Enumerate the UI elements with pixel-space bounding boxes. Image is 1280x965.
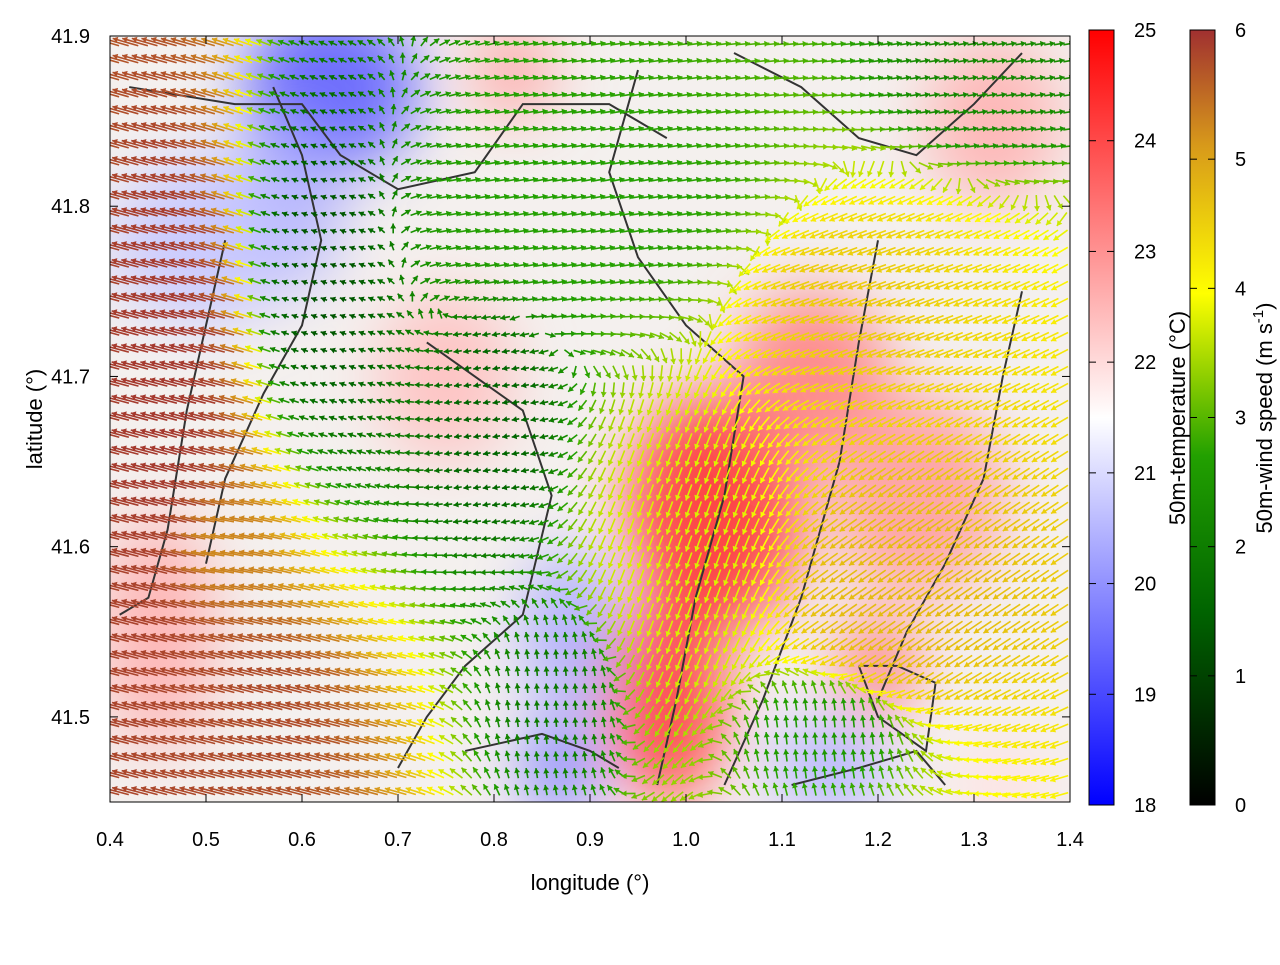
wind-arrow-head: [102, 718, 108, 724]
wind-arrow-head: [93, 531, 99, 537]
temperature-blob: [110, 155, 302, 325]
wind-arrow-head: [102, 650, 108, 656]
wind-arrow-head: [93, 105, 99, 111]
wind-arrow-head: [93, 309, 99, 315]
wind-arrow-head: [102, 445, 108, 451]
wind-arrow-head: [93, 394, 99, 400]
wind-arrow-head: [102, 428, 108, 434]
wind-arrow-head: [103, 54, 109, 60]
wind-arrow-head: [93, 463, 99, 469]
wind-arrow-head: [93, 122, 99, 128]
wind-arrow-head: [93, 258, 99, 264]
wind-arrow-head: [102, 769, 108, 775]
wind-arrow-head: [93, 445, 99, 451]
wind-arrow-head: [102, 411, 108, 417]
wind-arrow-head: [103, 156, 109, 162]
wind-arrow-head: [93, 718, 99, 724]
wind-arrow-head: [93, 275, 99, 281]
wind-arrow-head: [103, 139, 109, 145]
wind-arrow-head: [93, 173, 99, 179]
wind-arrow-head: [93, 156, 99, 162]
temperature-blob: [475, 19, 552, 121]
wind-arrow-head: [94, 54, 100, 60]
plot-area: [93, 2, 1078, 836]
wind-arrow-head: [93, 207, 99, 213]
wind-arrow-head: [93, 224, 99, 230]
wind-arrow-head: [102, 616, 108, 622]
wind-arrow-head: [102, 326, 108, 332]
wind-arrow-head: [93, 769, 99, 775]
wind-arrow-head: [103, 88, 109, 94]
wind-arrow-head: [102, 190, 108, 196]
wind-arrow-head: [93, 616, 99, 622]
wind-arrow-head: [93, 480, 99, 486]
wind-arrow-head: [93, 377, 99, 383]
wind-arrow-head: [102, 360, 108, 366]
wind-arrow-head: [103, 173, 109, 179]
wind-arrow-head: [102, 497, 108, 503]
wind-arrow-head: [93, 752, 99, 758]
wind-arrow-head: [102, 633, 108, 639]
wind-arrow-head: [93, 139, 99, 145]
wind-arrow-head: [103, 105, 109, 111]
wind-arrow-head: [102, 752, 108, 758]
wind-arrow-head: [102, 241, 108, 247]
wind-arrow-head: [93, 190, 99, 196]
wind-arrow-head: [102, 514, 108, 520]
temperature-blob: [100, 513, 215, 751]
wind-arrow-head: [93, 582, 99, 588]
wind-arrow-head: [93, 684, 99, 690]
wind-arrow-head: [93, 343, 99, 349]
wind-arrow-head: [93, 599, 99, 605]
wind-arrow-head: [93, 88, 99, 94]
wind-arrow-head: [93, 633, 99, 639]
wind-arrow-head: [102, 377, 108, 383]
wind-arrow-head: [103, 71, 109, 77]
wind-arrow-head: [93, 428, 99, 434]
wind-arrow-head: [94, 37, 100, 43]
wind-arrow-head: [103, 122, 109, 128]
wind-arrow-head: [93, 650, 99, 656]
wind-arrow-head: [102, 548, 108, 554]
wind-arrow-head: [102, 394, 108, 400]
wind-arrow-head: [102, 480, 108, 486]
wind-arrow-head: [93, 565, 99, 571]
wind-arrow-head: [103, 37, 109, 43]
wind-arrow-head: [102, 531, 108, 537]
wind-arrow-head: [93, 497, 99, 503]
wind-arrow-head: [93, 241, 99, 247]
wind-arrow-head: [94, 71, 100, 77]
wind-arrow-head: [93, 548, 99, 554]
wind-arrow-head: [93, 292, 99, 298]
wind-arrow-head: [102, 207, 108, 213]
wind-arrow-head: [102, 309, 108, 315]
wind-arrow-head: [102, 667, 108, 673]
wind-arrow-head: [102, 258, 108, 264]
wind-arrow-head: [102, 565, 108, 571]
wind-arrow-head: [102, 224, 108, 230]
wind-arrow-head: [93, 667, 99, 673]
wind-arrow-head: [102, 701, 108, 707]
wind-arrow-head: [102, 582, 108, 588]
wind-arrow-head: [93, 411, 99, 417]
wind-arrow-head: [102, 275, 108, 281]
wind-arrow-head: [102, 343, 108, 349]
wind-arrow-head: [102, 292, 108, 298]
wind-arrow-head: [93, 514, 99, 520]
temperature-blob: [523, 717, 600, 819]
wind-arrow-head: [93, 360, 99, 366]
wind-arrow-head: [102, 684, 108, 690]
wind-arrow-head: [102, 599, 108, 605]
wind-arrow-head: [93, 701, 99, 707]
wind-arrow-head: [102, 462, 108, 468]
wind-arrow-head: [93, 786, 99, 792]
wind-arrow-head: [93, 326, 99, 332]
temperature-blob: [955, 734, 1051, 836]
wind-arrow-head: [102, 786, 108, 792]
wind-arrow-head: [102, 735, 108, 741]
wind-arrow-head: [93, 735, 99, 741]
